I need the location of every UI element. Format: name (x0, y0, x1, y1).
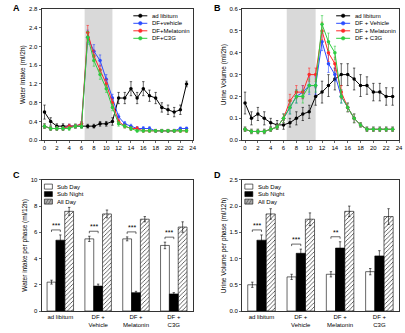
svg-text:12: 12 (319, 145, 326, 151)
svg-text:2.5: 2.5 (229, 177, 238, 183)
svg-text:DF+vehicle: DF+vehicle (152, 20, 183, 26)
svg-text:0: 0 (243, 145, 247, 151)
svg-text:DF +C3G: DF +C3G (373, 314, 387, 328)
svg-text:6: 6 (282, 145, 286, 151)
svg-text:Sub Night: Sub Night (57, 191, 84, 197)
svg-text:ad libitum: ad libitum (47, 314, 73, 320)
svg-text:16: 16 (344, 145, 351, 151)
svg-text:***: *** (90, 223, 98, 230)
svg-text:DF +Melatonin: DF +Melatonin (327, 314, 353, 328)
svg-text:0.5: 0.5 (229, 282, 238, 288)
svg-text:**: ** (333, 229, 339, 236)
svg-text:1.5: 1.5 (229, 229, 238, 235)
svg-text:2.0: 2.0 (29, 44, 38, 50)
svg-text:DF +C3G: DF +C3G (167, 314, 181, 328)
svg-text:4: 4 (269, 145, 273, 151)
svg-text:ad libitum: ad libitum (152, 13, 178, 19)
svg-text:0.2: 0.2 (229, 94, 238, 100)
svg-text:8: 8 (295, 145, 299, 151)
svg-text:D: D (214, 170, 221, 180)
svg-text:0.5: 0.5 (229, 28, 238, 34)
svg-text:Water Intake (ml/2h): Water Intake (ml/2h) (19, 45, 27, 104)
svg-text:0.6: 0.6 (229, 6, 238, 12)
svg-text:24: 24 (396, 145, 403, 151)
svg-text:DF +Vehicle: DF +Vehicle (88, 314, 108, 328)
svg-text:22: 22 (383, 145, 390, 151)
svg-text:16: 16 (140, 145, 147, 151)
svg-text:DF +Melatonin: DF +Melatonin (123, 314, 149, 328)
svg-text:12: 12 (115, 145, 122, 151)
svg-text:0: 0 (43, 145, 47, 151)
svg-text:10: 10 (103, 145, 110, 151)
svg-text:24: 24 (189, 145, 196, 151)
svg-text:20: 20 (165, 145, 172, 151)
svg-text:10: 10 (306, 145, 313, 151)
svg-text:0.8: 0.8 (29, 100, 38, 106)
svg-text:1.2: 1.2 (29, 81, 38, 87)
svg-text:0.4: 0.4 (29, 119, 38, 125)
svg-text:0.0: 0.0 (29, 137, 38, 143)
svg-text:1.0: 1.0 (229, 256, 238, 262)
svg-text:4: 4 (34, 256, 38, 262)
svg-text:2: 2 (34, 282, 38, 288)
svg-text:4: 4 (68, 145, 72, 151)
svg-text:Water intake per phase (ml/12h: Water intake per phase (ml/12h) (21, 199, 29, 292)
svg-text:20: 20 (370, 145, 377, 151)
svg-text:18: 18 (152, 145, 159, 151)
svg-text:0.3: 0.3 (229, 72, 238, 78)
svg-text:***: *** (52, 222, 60, 229)
svg-text:All Day: All Day (57, 199, 76, 205)
svg-text:DF +Vehicle: DF +Vehicle (291, 314, 311, 328)
svg-text:2.8: 2.8 (29, 6, 38, 12)
svg-text:2: 2 (55, 145, 59, 151)
svg-text:0: 0 (34, 308, 38, 314)
svg-text:Sub Night: Sub Night (258, 191, 285, 197)
svg-text:Sub Day: Sub Day (258, 184, 281, 190)
svg-text:Urine Volume per phase (ml/12h: Urine Volume per phase (ml/12h) (220, 198, 228, 293)
svg-text:14: 14 (128, 145, 135, 151)
svg-text:0.4: 0.4 (229, 50, 238, 56)
svg-text:14: 14 (332, 145, 339, 151)
svg-text:10: 10 (31, 177, 38, 183)
svg-text:All Day: All Day (258, 199, 277, 205)
svg-text:2: 2 (256, 145, 260, 151)
svg-text:0.0: 0.0 (229, 137, 238, 143)
svg-text:DF+Melatonin: DF+Melatonin (152, 28, 190, 34)
svg-text:***: *** (165, 229, 173, 236)
svg-text:1.6: 1.6 (29, 62, 38, 68)
svg-text:Urine Volume (ml/2h): Urine Volume (ml/2h) (220, 44, 228, 105)
svg-text:C: C (13, 170, 20, 180)
svg-text:ad libitum: ad libitum (249, 314, 275, 320)
svg-text:6: 6 (34, 229, 38, 235)
svg-text:DF + Vehicle: DF + Vehicle (355, 20, 390, 26)
svg-text:A: A (13, 3, 20, 13)
svg-text:22: 22 (177, 145, 184, 151)
svg-text:***: *** (253, 222, 261, 229)
svg-text:8: 8 (92, 145, 96, 151)
svg-text:B: B (214, 3, 221, 13)
svg-text:6: 6 (80, 145, 84, 151)
svg-text:0.0: 0.0 (229, 308, 238, 314)
svg-text:***: *** (292, 236, 300, 243)
svg-text:8: 8 (34, 203, 38, 209)
svg-text:0.1: 0.1 (229, 115, 238, 121)
svg-text:2.0: 2.0 (229, 203, 238, 209)
svg-text:DF + C3G: DF + C3G (355, 35, 383, 41)
svg-text:***: *** (128, 224, 136, 231)
svg-text:ad libitum: ad libitum (355, 13, 381, 19)
svg-text:DF + Melatonin: DF + Melatonin (355, 28, 396, 34)
svg-text:DF+C3G: DF+C3G (152, 35, 176, 41)
svg-text:18: 18 (357, 145, 364, 151)
svg-text:Sub Day: Sub Day (57, 184, 80, 190)
svg-text:2.4: 2.4 (29, 25, 38, 31)
